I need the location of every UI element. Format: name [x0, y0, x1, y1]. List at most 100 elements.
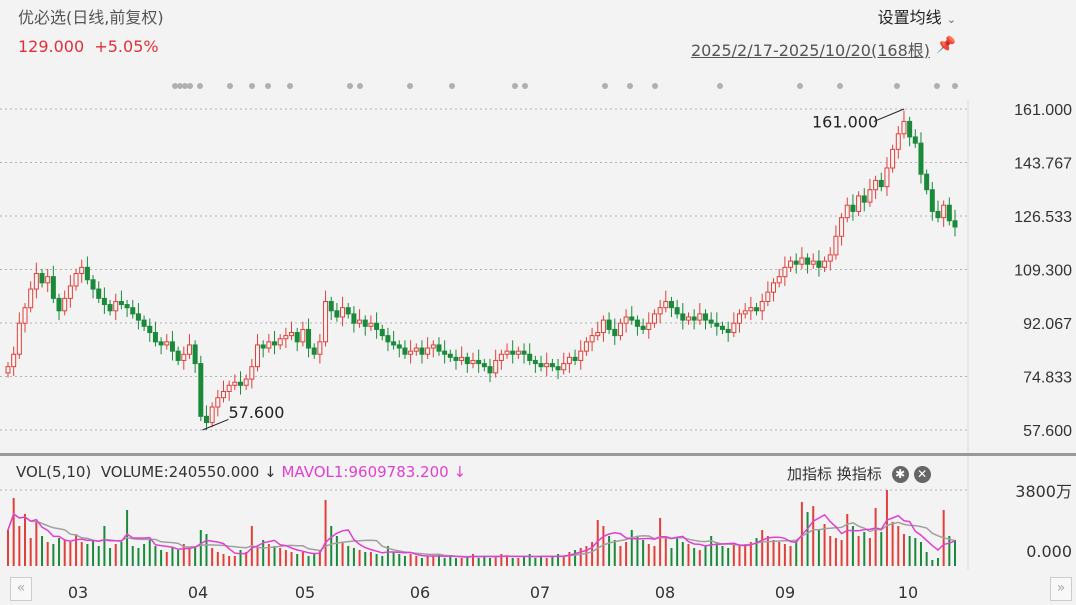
chevron-down-icon: ⌄	[946, 13, 956, 26]
candle-down	[464, 356, 470, 365]
candle-up	[578, 350, 584, 361]
mavol5-line	[7, 512, 956, 558]
gear-icon[interactable]: ✱	[891, 466, 909, 483]
candle-up	[799, 257, 805, 265]
add-indicator-button[interactable]: 加指标	[787, 465, 833, 483]
candle-down	[447, 353, 453, 358]
date-range-link[interactable]: 2025/2/17-2025/10/20(168根)	[690, 41, 930, 60]
candle-down	[549, 363, 555, 368]
candle-down	[634, 319, 640, 327]
candle-up	[5, 366, 11, 374]
candle-up	[890, 148, 896, 169]
candle-up	[827, 254, 833, 262]
candle-up	[822, 260, 828, 268]
candle-up	[856, 195, 862, 212]
candle-down	[374, 322, 380, 330]
candle-down	[714, 322, 720, 327]
candle-up	[11, 353, 17, 368]
candle-down	[952, 220, 958, 228]
candle-up	[73, 273, 79, 287]
candle-down	[237, 381, 243, 386]
candle-down	[130, 307, 136, 315]
candle-down	[538, 363, 544, 368]
candle-up	[776, 276, 782, 284]
event-marker-icon	[287, 83, 293, 89]
vol-indicator-name: VOL(5,10)	[16, 463, 92, 481]
event-marker-icon	[602, 83, 608, 89]
candle-down	[935, 210, 941, 219]
price-tick-label: 109.300	[1014, 263, 1072, 280]
candle-down	[453, 356, 459, 361]
candle-up	[368, 322, 374, 327]
candle-down	[521, 350, 527, 355]
candle-up	[731, 322, 737, 334]
candle-down	[107, 304, 113, 312]
candle-up	[771, 282, 777, 293]
ma-settings-button[interactable]: 设置均线 ⌄	[878, 4, 956, 28]
price-tick-label: 92.067	[1023, 316, 1072, 333]
event-marker-icon	[249, 83, 255, 89]
candle-up	[232, 381, 238, 386]
price-tick-label: 126.533	[1014, 209, 1072, 226]
switch-indicator-button[interactable]: 换指标	[836, 465, 882, 483]
candle-down	[345, 307, 351, 315]
month-tick-label: 06	[410, 583, 430, 602]
month-tick-label: 05	[295, 583, 315, 602]
scroll-left-button[interactable]: «	[10, 577, 32, 601]
candle-up	[623, 316, 629, 324]
price-readout: 129.000 +5.05%	[18, 37, 159, 56]
month-tick-label: 04	[188, 583, 208, 602]
candle-down	[527, 353, 533, 361]
candle-down	[629, 316, 635, 321]
candle-up	[289, 332, 295, 337]
candle-up	[873, 179, 879, 191]
candle-up	[323, 300, 329, 343]
candle-up	[617, 322, 623, 337]
candle-up	[45, 276, 51, 284]
stock-title: 优必选(日线,前复权)	[18, 8, 164, 27]
event-marker-icon	[357, 83, 363, 89]
candle-down	[720, 325, 726, 330]
candle-up	[266, 341, 272, 349]
candle-down	[39, 273, 45, 284]
candle-up	[839, 217, 845, 237]
price-tick-label: 143.767	[1014, 155, 1072, 172]
candle-up	[651, 313, 657, 324]
candle-up	[844, 204, 850, 219]
candle-up	[498, 353, 504, 361]
scroll-right-button[interactable]: »	[1050, 577, 1072, 601]
candle-up	[589, 335, 595, 343]
candle-down	[725, 328, 731, 334]
event-marker-icon	[227, 83, 233, 89]
candle-down	[385, 335, 391, 343]
event-marker-icon	[652, 83, 658, 89]
low-annotation-label: 57.600	[228, 403, 284, 422]
candle-down	[805, 257, 811, 265]
candle-up	[243, 378, 249, 386]
candle-up	[413, 347, 419, 352]
candle-down	[101, 297, 107, 306]
candle-up	[470, 359, 476, 365]
indicator-tools: 加指标 换指标 ✱ ✕	[787, 463, 931, 484]
pin-icon[interactable]: 📌	[936, 35, 956, 54]
event-marker-icon	[449, 83, 455, 89]
candle-up	[782, 266, 788, 278]
candle-up	[765, 291, 771, 302]
candle-up	[884, 167, 890, 188]
candle-down	[306, 328, 312, 349]
candle-down	[555, 366, 561, 371]
candle-up	[283, 335, 289, 340]
candle-down	[203, 415, 209, 424]
close-icon[interactable]: ✕	[913, 466, 931, 483]
candle-down	[861, 195, 867, 203]
candle-down	[816, 260, 822, 268]
candle-down	[294, 332, 300, 343]
candle-up	[113, 300, 119, 312]
candle-up	[300, 328, 306, 343]
candle-up	[646, 322, 652, 330]
candle-up	[164, 341, 170, 346]
candle-down	[391, 341, 397, 346]
candle-up	[459, 356, 465, 361]
event-marker-icon	[717, 83, 723, 89]
